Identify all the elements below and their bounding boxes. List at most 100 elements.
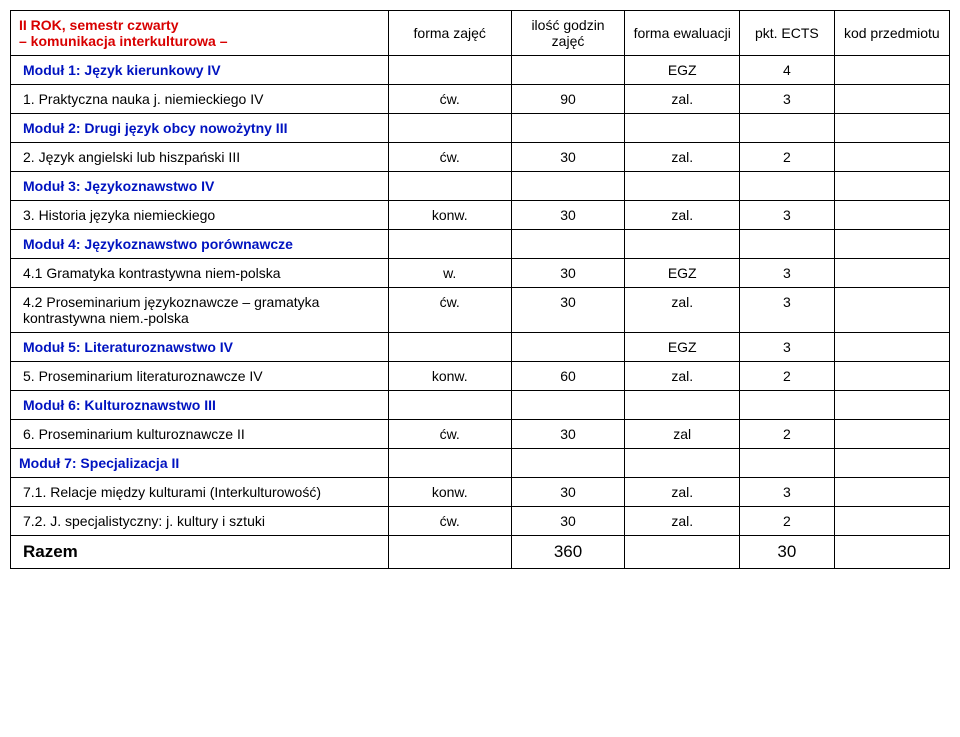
table-row: Moduł 5: Literaturoznawstwo IV EGZ3: [11, 333, 950, 362]
table-row: 5. Proseminarium literaturoznawcze IVkon…: [11, 362, 950, 391]
cell: konw.: [388, 478, 511, 507]
cell: ćw.: [388, 288, 511, 333]
cell: [834, 391, 949, 420]
cell: [388, 230, 511, 259]
cell: [834, 536, 949, 569]
cell: EGZ: [625, 259, 740, 288]
cell: [834, 478, 949, 507]
cell: 2: [740, 420, 835, 449]
cell: ćw.: [388, 420, 511, 449]
cell: [388, 172, 511, 201]
cell: [834, 259, 949, 288]
cell: 3: [740, 85, 835, 114]
cell: [625, 449, 740, 478]
table-row: 4.2 Proseminarium językoznawcze – gramat…: [11, 288, 950, 333]
cell: 30: [511, 507, 625, 536]
cell: [834, 507, 949, 536]
cell: konw.: [388, 201, 511, 230]
header-row: II ROK, semestr czwarty– komunikacja int…: [11, 11, 950, 56]
cell: [625, 391, 740, 420]
cell: 30: [511, 259, 625, 288]
cell: ćw.: [388, 507, 511, 536]
cell: [834, 56, 949, 85]
cell: zal.: [625, 507, 740, 536]
cell: [388, 449, 511, 478]
cell: 90: [511, 85, 625, 114]
cell: [834, 362, 949, 391]
cell: zal.: [625, 478, 740, 507]
row-name: 7.2. J. specjalistyczny: j. kultury i sz…: [23, 513, 265, 529]
cell: [388, 391, 511, 420]
cell: [511, 230, 625, 259]
column-header: kod przedmiotu: [834, 11, 949, 56]
cell: 30: [511, 201, 625, 230]
cell: 2: [740, 362, 835, 391]
row-name: 4.2 Proseminarium językoznawcze – gramat…: [23, 294, 319, 326]
cell: [625, 114, 740, 143]
cell: [511, 391, 625, 420]
cell: [625, 230, 740, 259]
table-row: 3. Historia języka niemieckiego konw.30za…: [11, 201, 950, 230]
page-title-line2: – komunikacja interkulturowa –: [19, 33, 380, 49]
cell: 3: [740, 333, 835, 362]
table-row: 1. Praktyczna nauka j. niemieckiego IVćw…: [11, 85, 950, 114]
cell: [511, 449, 625, 478]
row-name: 7.1. Relacje między kulturami (Interkult…: [23, 484, 321, 500]
row-name: 3. Historia języka niemieckiego: [23, 207, 215, 223]
cell: [834, 333, 949, 362]
cell: 360: [511, 536, 625, 569]
table-row: 4.1 Gramatyka kontrastywna niem-polskaw.…: [11, 259, 950, 288]
cell: EGZ: [625, 333, 740, 362]
page-title-line1: II ROK, semestr czwarty: [19, 17, 380, 33]
cell: 3: [740, 201, 835, 230]
row-name: Moduł 5: Literaturoznawstwo IV: [23, 339, 233, 355]
table-row: Moduł 1: Język kierunkowy IVEGZ4: [11, 56, 950, 85]
cell: [625, 536, 740, 569]
cell: [834, 230, 949, 259]
cell: 2: [740, 507, 835, 536]
row-name: Moduł 2: Drugi język obcy nowożytny III: [23, 120, 287, 136]
cell: [388, 56, 511, 85]
cell: [834, 172, 949, 201]
cell: 3: [740, 478, 835, 507]
cell: [388, 536, 511, 569]
row-name: Moduł 4: Językoznawstwo porównawcze: [23, 236, 293, 252]
cell: [740, 230, 835, 259]
cell: ćw.: [388, 85, 511, 114]
table-row: 7.1. Relacje między kulturami (Interkult…: [11, 478, 950, 507]
cell: [834, 201, 949, 230]
table-row: 2. Język angielski lub hiszpański IIIćw.…: [11, 143, 950, 172]
cell: 30: [511, 288, 625, 333]
cell: ćw.: [388, 143, 511, 172]
table-row: 6. Proseminarium kulturoznawcze IIćw.30z…: [11, 420, 950, 449]
cell: EGZ: [625, 56, 740, 85]
cell: zal.: [625, 201, 740, 230]
cell: [834, 420, 949, 449]
column-header: forma ewaluacji: [625, 11, 740, 56]
cell: 3: [740, 288, 835, 333]
column-header: pkt. ECTS: [740, 11, 835, 56]
curriculum-table: II ROK, semestr czwarty– komunikacja int…: [10, 10, 950, 569]
cell: 30: [511, 420, 625, 449]
table-row: 7.2. J. specjalistyczny: j. kultury i sz…: [11, 507, 950, 536]
cell: [511, 333, 625, 362]
row-name: Moduł 7: Specjalizacja II: [19, 455, 179, 471]
cell: zal.: [625, 143, 740, 172]
column-header: ilość godzin zajęć: [511, 11, 625, 56]
table-row: Razem36030: [11, 536, 950, 569]
cell: [740, 449, 835, 478]
cell: konw.: [388, 362, 511, 391]
cell: [511, 172, 625, 201]
cell: [834, 85, 949, 114]
cell: [511, 56, 625, 85]
table-row: Moduł 3: Językoznawstwo IV: [11, 172, 950, 201]
table-row: Moduł 2: Drugi język obcy nowożytny III: [11, 114, 950, 143]
row-name: 4.1 Gramatyka kontrastywna niem-polska: [23, 265, 281, 281]
table-row: Moduł 7: Specjalizacja II: [11, 449, 950, 478]
cell: 30: [740, 536, 835, 569]
cell: zal: [625, 420, 740, 449]
cell: 2: [740, 143, 835, 172]
cell: [834, 288, 949, 333]
row-name: Moduł 6: Kulturoznawstwo III: [23, 397, 216, 413]
cell: 30: [511, 478, 625, 507]
